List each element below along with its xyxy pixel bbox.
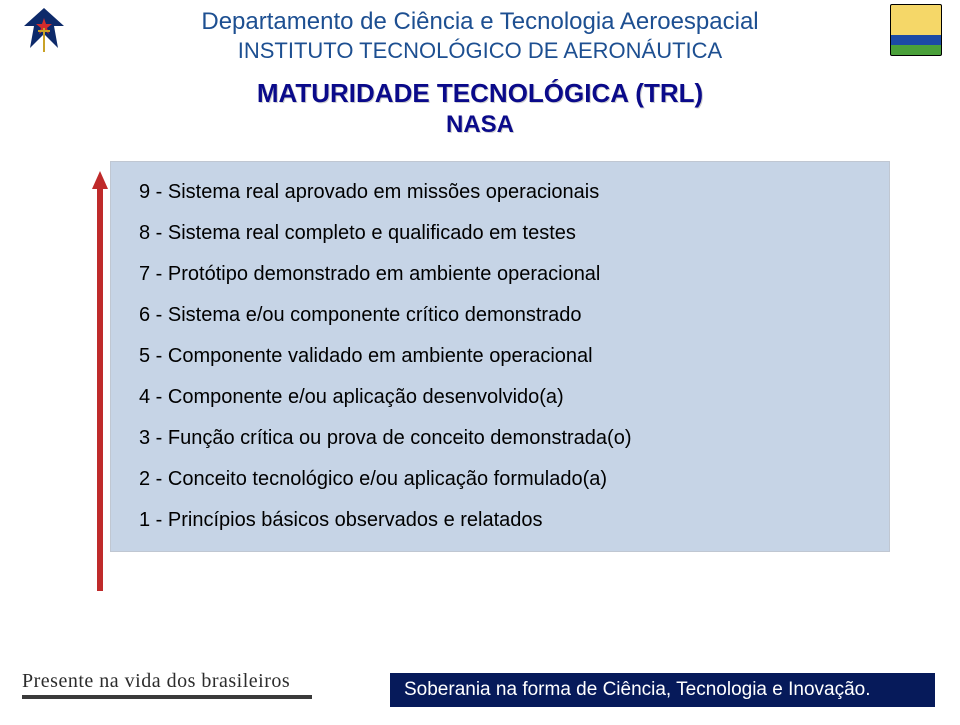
- trl-level-1: 1 - Princípios básicos observados e rela…: [139, 508, 861, 533]
- trl-arrow: [92, 171, 100, 556]
- trl-level-5: 5 - Componente validado em ambiente oper…: [139, 344, 861, 369]
- trl-levels-box: 9 - Sistema real aprovado em missões ope…: [110, 161, 890, 552]
- footer-left: Presente na vida dos brasileiros: [22, 670, 312, 699]
- footer-right-banner: Soberania na forma de Ciência, Tecnologi…: [390, 673, 935, 707]
- trl-level-2: 2 - Conceito tecnológico e/ou aplicação …: [139, 467, 861, 492]
- trl-level-8: 8 - Sistema real completo e qualificado …: [139, 221, 861, 246]
- logo-right: [890, 4, 942, 56]
- slide-subtitle: NASA: [0, 111, 960, 139]
- trl-level-4: 4 - Componente e/ou aplicação desenvolvi…: [139, 385, 861, 410]
- department-name: Departamento de Ciência e Tecnologia Aer…: [0, 8, 960, 36]
- content-area: 9 - Sistema real aprovado em missões ope…: [110, 161, 890, 552]
- footer-slogan: Presente na vida dos brasileiros: [22, 670, 312, 693]
- trl-level-3: 3 - Função crítica ou prova de conceito …: [139, 426, 861, 451]
- trl-level-7: 7 - Protótipo demonstrado em ambiente op…: [139, 262, 861, 287]
- footer-underline: [22, 695, 312, 699]
- slide-header: Departamento de Ciência e Tecnologia Aer…: [0, 0, 960, 139]
- slide-title: MATURIDADE TECNOLÓGICA (TRL): [0, 78, 960, 109]
- institute-name: INSTITUTO TECNOLÓGICO DE AERONÁUTICA: [0, 38, 960, 64]
- trl-level-9: 9 - Sistema real aprovado em missões ope…: [139, 180, 861, 205]
- trl-level-6: 6 - Sistema e/ou componente crítico demo…: [139, 303, 861, 328]
- logo-left: [18, 4, 70, 56]
